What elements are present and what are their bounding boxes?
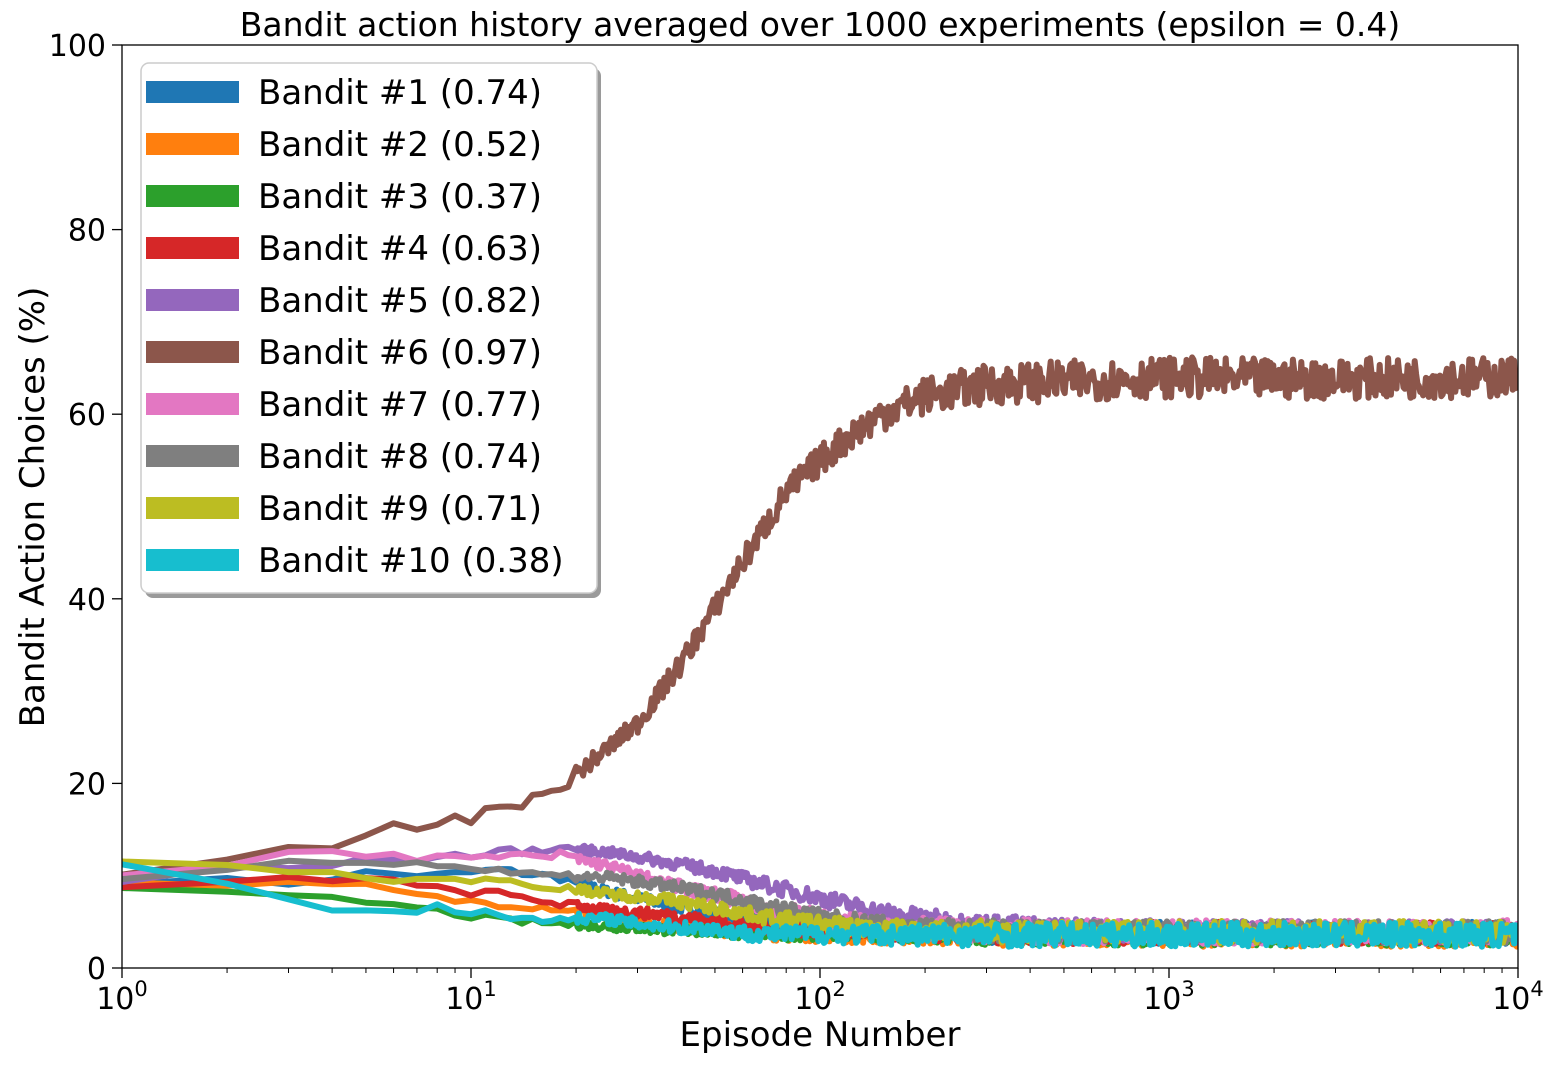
legend-swatch [146, 549, 239, 571]
y-axis-label: Bandit Action Choices (%) [13, 287, 53, 728]
x-tick-label: 104 [1492, 977, 1544, 1017]
legend-swatch [146, 497, 239, 519]
legend-label: Bandit #5 (0.82) [258, 281, 542, 321]
legend: Bandit #1 (0.74) Bandit #2 (0.52) Bandit #… [140, 62, 601, 598]
y-tick-label: 40 [68, 583, 106, 618]
x-axis-label: Episode Number [680, 1015, 961, 1055]
legend-swatch [146, 237, 239, 259]
y-tick-label: 0 [87, 952, 106, 987]
legend-label: Bandit #6 (0.97) [258, 333, 542, 373]
legend-label: Bandit #3 (0.37) [258, 177, 542, 217]
legend-swatch [146, 445, 239, 467]
x-tick-label: 100 [96, 977, 148, 1017]
y-tick-label: 60 [68, 398, 106, 433]
legend-label: Bandit #1 (0.74) [258, 73, 542, 113]
legend-box [140, 62, 598, 594]
legend-label: Bandit #7 (0.77) [258, 385, 542, 425]
legend-label: Bandit #4 (0.63) [258, 229, 542, 269]
legend-label: Bandit #9 (0.71) [258, 489, 542, 529]
y-tick-label: 80 [68, 214, 106, 249]
series-line-bandit-10 [122, 861, 1518, 950]
legend-swatch [146, 393, 239, 415]
legend-label: Bandit #10 (0.38) [258, 541, 564, 581]
x-tick-label: 102 [794, 977, 846, 1017]
plot-area [122, 354, 1518, 950]
y-axis: 0 20 40 60 80 100 [49, 29, 122, 987]
x-tick-label: 101 [445, 977, 497, 1017]
x-axis: 100 101 102 103 104 [96, 968, 1544, 1017]
x-tick-label: 103 [1143, 977, 1195, 1017]
legend-swatch [146, 289, 239, 311]
y-tick-label: 100 [49, 29, 106, 64]
legend-swatch [146, 81, 239, 103]
legend-swatch [146, 341, 239, 363]
y-tick-label: 20 [68, 767, 106, 802]
legend-label: Bandit #2 (0.52) [258, 125, 542, 165]
legend-swatch [146, 185, 239, 207]
series-line-bandit-6 [122, 354, 1518, 878]
legend-swatch [146, 133, 239, 155]
chart-title: Bandit action history averaged over 1000… [240, 5, 1400, 44]
legend-label: Bandit #8 (0.74) [258, 437, 542, 477]
